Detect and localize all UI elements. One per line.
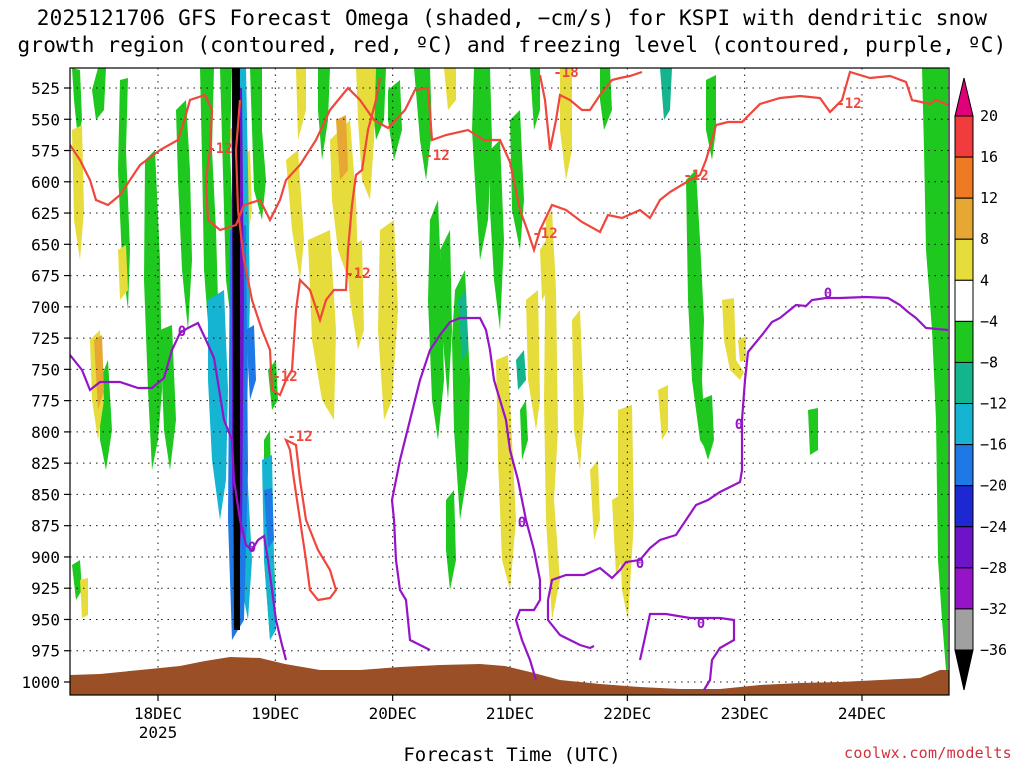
x-tick-label: 24DEC (838, 704, 886, 723)
colorbar-label: 12 (980, 189, 998, 207)
omega-moderate-shading (458, 68, 672, 390)
x-tick-sublabel: 2025 (139, 723, 178, 742)
x-tick-label: 18DEC (134, 704, 182, 723)
colorbar-label: −8 (980, 353, 998, 371)
y-tick-label: 675 (31, 267, 60, 286)
y-tick-label: 975 (31, 642, 60, 661)
freezing-contour-label: 0 (178, 324, 186, 340)
chart-title-line-1: 2025121706 GFS Forecast Omega (shaded, −… (36, 6, 988, 30)
y-tick-label: 900 (31, 548, 60, 567)
colorbar-label: 4 (980, 271, 989, 289)
colorbar-label: −4 (980, 312, 998, 330)
colorbar-label: −28 (980, 559, 1007, 577)
colorbar-label: −16 (980, 436, 1007, 454)
y-tick-label: 825 (31, 454, 60, 473)
y-tick-label: 800 (31, 423, 60, 442)
y-tick-label: 625 (31, 204, 60, 223)
y-tick-label: 775 (31, 392, 60, 411)
colorbar-box (954, 279, 974, 322)
freezing-contour-label: 0 (735, 417, 743, 433)
colorbar-label: 8 (980, 230, 989, 248)
colorbar-box (954, 444, 974, 487)
x-tick-label: 22DEC (603, 704, 651, 723)
y-tick-label: 650 (31, 235, 60, 254)
x-tick-label: 20DEC (369, 704, 417, 723)
colorbar-top-triangle (954, 77, 974, 117)
colorbar-box (954, 485, 974, 528)
colorbar: 20 16 12 8 4 −4 −8 −12 −16 −20 −24 −28 −32 −36 (954, 77, 1007, 691)
x-axis-label: Forecast Time (UTC) (403, 744, 621, 766)
freezing-contour-label: 0 (636, 556, 644, 572)
colorbar-box (954, 526, 974, 569)
colorbar-box (954, 567, 974, 610)
dendritic-contours (70, 70, 949, 602)
colorbar-box (954, 608, 974, 651)
colorbar-box (954, 403, 974, 446)
colorbar-box (954, 197, 974, 240)
terrain-surface (70, 657, 949, 695)
dendritic-contour-label: -12 (345, 266, 370, 282)
freezing-level-contours (70, 295, 949, 691)
colorbar-box (954, 156, 974, 199)
y-tick-label: 875 (31, 517, 60, 536)
dendritic-contour-label: -12 (836, 96, 861, 112)
credit-link[interactable]: coolwx.com/modelts (844, 744, 1012, 762)
y-tick-label: 600 (31, 173, 60, 192)
dendritic-contour-label: -12 (424, 148, 449, 164)
x-tick-label: 23DEC (721, 704, 769, 723)
y-tick-label: 850 (31, 485, 60, 504)
y-tick-label: 725 (31, 329, 60, 348)
colorbar-label: 16 (980, 148, 998, 166)
y-tick-label: 925 (31, 579, 60, 598)
colorbar-box (954, 115, 974, 158)
freezing-contour-label: 0 (697, 616, 705, 632)
dendritic-contour-label: -12 (532, 226, 557, 242)
dendritic-contour-label: -12 (207, 141, 232, 157)
freezing-contour-label: 0 (824, 286, 832, 302)
colorbar-box (954, 361, 974, 405)
y-tick-label: 575 (31, 142, 60, 161)
colorbar-label: −12 (980, 395, 1007, 413)
colorbar-label: −36 (980, 641, 1007, 659)
freezing-contour-label: 0 (518, 515, 526, 531)
x-tick-label: 19DEC (251, 704, 299, 723)
chart-title-line-2: growth region (contoured, red, ºC) and f… (17, 33, 1007, 57)
dendritic-contour-label: -12 (287, 429, 312, 445)
colorbar-bottom-triangle (954, 649, 974, 691)
colorbar-label: −32 (980, 600, 1007, 618)
colorbar-box (954, 238, 974, 281)
x-tick-label: 21DEC (486, 704, 534, 723)
freezing-contour-label: 0 (248, 540, 256, 556)
colorbar-label: 20 (980, 107, 998, 125)
y-tick-label: 1000 (21, 673, 60, 692)
dendritic-contour-label: -12 (683, 168, 708, 184)
dendritic-contour-label: -12 (272, 369, 297, 385)
y-tick-label: 525 (31, 79, 60, 98)
colorbar-label: −24 (980, 518, 1007, 536)
colorbar-box (954, 320, 974, 363)
colorbar-label: −20 (980, 477, 1007, 495)
y-tick-label: 950 (31, 610, 60, 629)
y-tick-label: 700 (31, 298, 60, 317)
dendritic-contour-label: -18 (553, 65, 578, 81)
y-tick-label: 750 (31, 360, 60, 379)
y-tick-label: 550 (31, 110, 60, 129)
